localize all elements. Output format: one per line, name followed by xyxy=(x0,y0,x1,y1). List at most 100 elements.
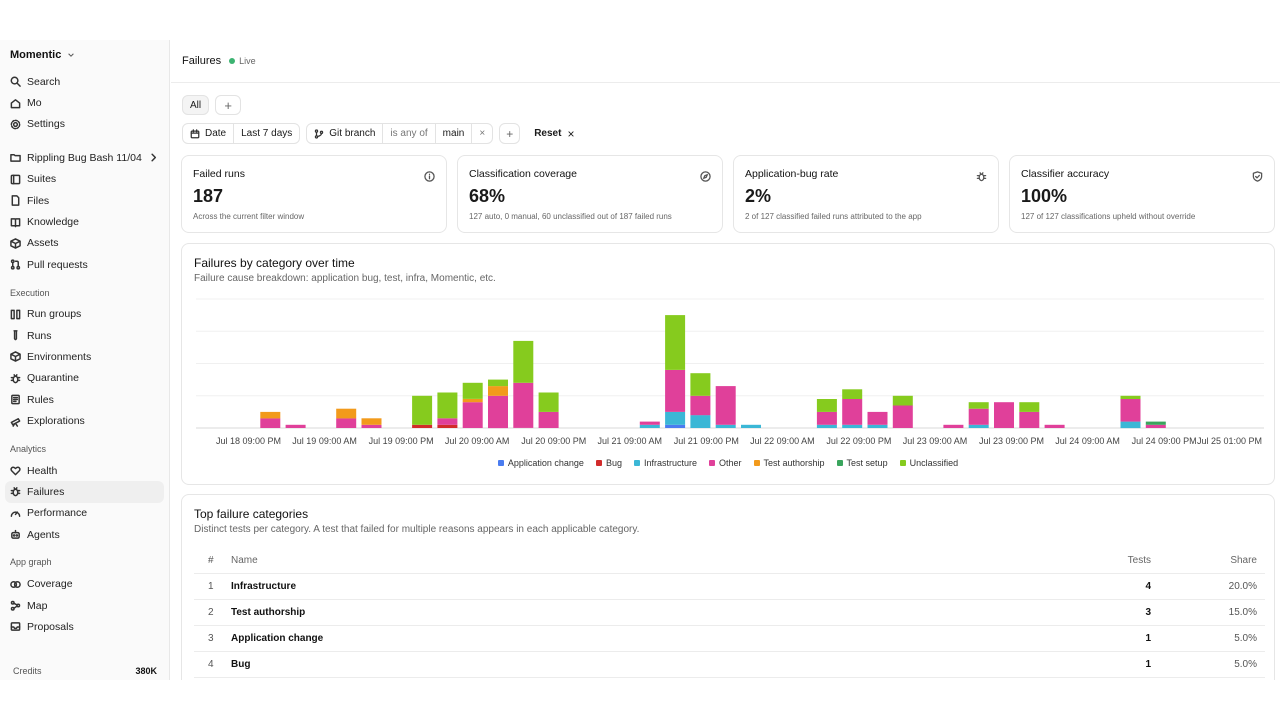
bar-segment-unclassified[interactable] xyxy=(816,399,837,412)
branch-filter-operator[interactable]: is any of xyxy=(383,124,436,143)
sidebar-item-map[interactable]: Map xyxy=(0,595,169,616)
sidebar-item-rules[interactable]: Rules xyxy=(0,389,169,410)
branch-filter-value[interactable]: main xyxy=(436,124,473,143)
sidebar-item-quarantine[interactable]: Quarantine xyxy=(0,368,169,389)
bar-segment-infrastructure[interactable] xyxy=(1120,421,1141,429)
column-header-tests[interactable]: Tests xyxy=(1127,555,1151,566)
tab-all[interactable]: All xyxy=(182,95,210,115)
bar-segment-other[interactable] xyxy=(336,418,357,428)
bar-segment-other[interactable] xyxy=(639,421,660,425)
sidebar-project[interactable]: Rippling Bug Bash 11/04 xyxy=(0,147,169,168)
bar-segment-other[interactable] xyxy=(285,424,306,428)
sidebar-item-run-groups[interactable]: Run groups xyxy=(0,304,169,325)
bar-segment-other[interactable] xyxy=(538,411,559,428)
bar-segment-other[interactable] xyxy=(488,395,508,429)
date-filter-field[interactable]: Date xyxy=(183,124,235,143)
bar-segment-infrastructure[interactable] xyxy=(665,411,686,425)
bar-segment-unclassified[interactable] xyxy=(1120,395,1141,399)
date-filter-value[interactable]: Last 7 days xyxy=(241,128,293,139)
bar-segment-test-authorship[interactable] xyxy=(336,408,357,419)
bar-segment-other[interactable] xyxy=(260,418,281,428)
bar-segment-infrastructure[interactable] xyxy=(741,424,761,428)
sidebar-item-knowledge[interactable]: Knowledge xyxy=(0,211,169,232)
bar-segment-other[interactable] xyxy=(462,402,483,428)
legend-item-test-setup[interactable]: Test setup xyxy=(836,458,888,468)
bar-segment-other[interactable] xyxy=(1044,424,1065,428)
sidebar-item-runs[interactable]: Runs xyxy=(0,325,169,346)
bar-segment-infrastructure[interactable] xyxy=(968,424,989,428)
sidebar-item-explorations[interactable]: Explorations xyxy=(0,410,169,431)
sidebar-item-performance[interactable]: Performance xyxy=(0,503,169,524)
branch-filter[interactable]: Git branch is any of main × xyxy=(306,123,494,144)
add-view-button[interactable]: + xyxy=(215,95,242,115)
sidebar-item-coverage[interactable]: Coverage xyxy=(0,573,169,594)
sidebar-item-agents[interactable]: Agents xyxy=(0,524,169,545)
bar-segment-unclassified[interactable] xyxy=(538,392,559,412)
bar-segment-other[interactable] xyxy=(513,382,534,428)
bar-segment-test-authorship[interactable] xyxy=(361,418,382,425)
info-icon[interactable] xyxy=(424,169,435,182)
bar-segment-test-setup[interactable] xyxy=(1145,421,1166,425)
bar-segment-other[interactable] xyxy=(690,395,711,416)
reset-button[interactable]: Reset × xyxy=(526,127,574,141)
bar-segment-bug[interactable] xyxy=(437,424,458,428)
bar-segment-test-authorship[interactable] xyxy=(260,411,281,419)
bar-segment-other[interactable] xyxy=(994,402,1014,428)
bar-segment-unclassified[interactable] xyxy=(513,340,534,383)
bar-segment-other[interactable] xyxy=(816,411,837,425)
bar-segment-application-change[interactable] xyxy=(665,424,686,428)
table-row[interactable]: 4 Bug 1 5.0% xyxy=(194,652,1265,678)
bar-segment-unclassified[interactable] xyxy=(690,373,711,396)
bar-segment-other[interactable] xyxy=(1019,411,1040,428)
bar-segment-other[interactable] xyxy=(943,424,964,428)
sidebar-item-proposals[interactable]: Proposals xyxy=(0,616,169,637)
bar-segment-unclassified[interactable] xyxy=(462,382,483,399)
table-row[interactable]: 1 Infrastructure 4 20.0% xyxy=(194,574,1265,600)
bar-segment-other[interactable] xyxy=(715,386,736,425)
sidebar-item-settings[interactable]: Settings xyxy=(0,114,169,135)
bar-segment-unclassified[interactable] xyxy=(665,315,686,370)
sidebar-item-pull-requests[interactable]: Pull requests xyxy=(0,254,169,275)
bar-segment-other[interactable] xyxy=(1120,399,1141,422)
bar-segment-infrastructure[interactable] xyxy=(715,424,736,428)
bar-segment-other[interactable] xyxy=(892,405,913,428)
legend-item-other[interactable]: Other xyxy=(708,458,742,468)
sidebar-item-search[interactable]: Search xyxy=(0,71,169,92)
sidebar-item-files[interactable]: Files xyxy=(0,190,169,211)
legend-item-bug[interactable]: Bug xyxy=(595,458,622,468)
legend-item-test-authorship[interactable]: Test authorship xyxy=(753,458,825,468)
bar-segment-other[interactable] xyxy=(1145,424,1166,428)
bar-segment-infrastructure[interactable] xyxy=(842,424,863,428)
bar-segment-unclassified[interactable] xyxy=(437,392,458,419)
remove-filter-button[interactable]: × xyxy=(479,128,486,139)
bar-segment-test-authorship[interactable] xyxy=(488,386,508,396)
column-header-share[interactable]: Share xyxy=(1230,555,1257,566)
bar-segment-other[interactable] xyxy=(361,424,382,428)
bar-segment-infrastructure[interactable] xyxy=(816,424,837,428)
date-filter[interactable]: Date Last 7 days xyxy=(182,123,301,144)
bar-segment-other[interactable] xyxy=(665,370,686,412)
bar-segment-unclassified[interactable] xyxy=(968,402,989,409)
bar-segment-other[interactable] xyxy=(842,399,863,425)
bar-segment-unclassified[interactable] xyxy=(488,379,508,387)
table-row[interactable]: 2 Test authorship 3 15.0% xyxy=(194,600,1265,626)
legend-item-application-change[interactable]: Application change xyxy=(497,458,584,468)
sidebar-item-mo[interactable]: Mo xyxy=(0,92,169,113)
legend-item-unclassified[interactable]: Unclassified xyxy=(899,458,958,468)
bar-segment-bug[interactable] xyxy=(412,424,433,428)
branch-filter-field[interactable]: Git branch xyxy=(307,124,384,143)
bar-segment-test-authorship[interactable] xyxy=(462,399,483,403)
bar-segment-other[interactable] xyxy=(867,411,888,425)
bar-segment-infrastructure[interactable] xyxy=(639,424,660,428)
bar-segment-other[interactable] xyxy=(437,418,458,425)
bar-segment-unclassified[interactable] xyxy=(412,395,433,425)
sidebar-item-environments[interactable]: Environments xyxy=(0,346,169,367)
add-filter-button[interactable]: + xyxy=(499,123,521,144)
bar-segment-unclassified[interactable] xyxy=(892,395,913,406)
bar-segment-infrastructure[interactable] xyxy=(690,415,711,428)
sidebar-item-suites[interactable]: Suites xyxy=(0,169,169,190)
table-row[interactable]: 3 Application change 1 5.0% xyxy=(194,626,1265,652)
workspace-switcher[interactable]: Momentic xyxy=(0,40,169,70)
bar-segment-unclassified[interactable] xyxy=(842,389,863,399)
legend-item-infrastructure[interactable]: Infrastructure xyxy=(633,458,697,468)
